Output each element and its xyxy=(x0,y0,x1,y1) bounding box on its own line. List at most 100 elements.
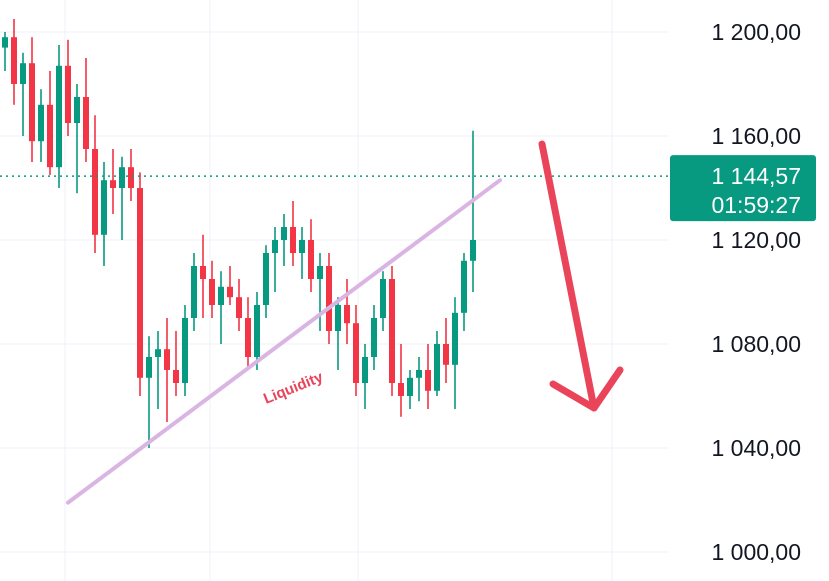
candle-body xyxy=(155,349,161,357)
candle-body xyxy=(29,63,35,142)
candle-body xyxy=(173,370,179,383)
current-price-badge-bg xyxy=(670,155,816,222)
candle xyxy=(191,253,197,331)
candle-body xyxy=(281,227,287,240)
candle-body xyxy=(20,63,26,84)
candle-body xyxy=(335,305,341,331)
candle xyxy=(326,253,332,344)
candle xyxy=(164,318,170,422)
candle xyxy=(101,162,107,266)
candle xyxy=(416,357,422,402)
candle xyxy=(443,318,449,383)
candle xyxy=(110,149,116,214)
candle xyxy=(398,344,404,417)
y-tick-label: 1 160,00 xyxy=(711,123,801,149)
candle-body xyxy=(182,318,188,383)
candle xyxy=(182,305,188,396)
candle-body xyxy=(254,305,260,357)
candle xyxy=(119,156,125,240)
candle xyxy=(263,245,269,318)
candle-body xyxy=(425,370,431,391)
candle xyxy=(128,149,134,201)
candle-body xyxy=(101,180,107,235)
candle-body xyxy=(2,37,8,48)
candle-body xyxy=(83,97,89,149)
candle xyxy=(92,115,98,253)
candle xyxy=(137,172,143,396)
candle xyxy=(389,266,395,396)
candle-body xyxy=(362,357,368,383)
candle xyxy=(209,260,215,318)
candle-body xyxy=(470,240,476,261)
candle-body xyxy=(200,266,206,279)
candle-body xyxy=(92,149,98,235)
candle xyxy=(20,52,26,136)
candle-body xyxy=(416,370,422,378)
liquidity-label: Liquidity xyxy=(261,368,326,407)
candle-body xyxy=(398,383,404,396)
candle xyxy=(434,331,440,396)
candle-body xyxy=(38,104,44,142)
candle xyxy=(56,45,62,188)
candle xyxy=(425,344,431,409)
candles xyxy=(2,19,476,448)
candle-body xyxy=(110,180,116,188)
candle xyxy=(470,130,476,292)
grid-lines xyxy=(0,0,668,581)
candle xyxy=(362,344,368,409)
candle-body xyxy=(74,97,80,123)
candle-body xyxy=(128,167,134,188)
y-tick-label: 1 000,00 xyxy=(711,539,801,565)
candle-body xyxy=(344,305,350,324)
y-tick-label: 1 120,00 xyxy=(711,227,801,253)
candle xyxy=(65,39,71,136)
candle xyxy=(218,271,224,344)
candle-body xyxy=(461,260,467,313)
candle-body xyxy=(452,312,458,365)
candle xyxy=(272,227,278,292)
liquidity-trendline xyxy=(66,178,502,505)
candle xyxy=(155,331,161,409)
candle xyxy=(74,84,80,194)
candle xyxy=(344,279,350,344)
candle-body xyxy=(11,37,17,84)
current-price-badge: 1 144,57 01:59:27 xyxy=(670,155,816,222)
candle xyxy=(335,297,341,370)
candle xyxy=(173,331,179,396)
candle xyxy=(281,214,287,266)
candle xyxy=(11,19,17,105)
candle-body xyxy=(326,266,332,331)
candle xyxy=(254,292,260,370)
candle-countdown: 01:59:27 xyxy=(711,192,801,218)
current-price-label: 1 144,57 xyxy=(711,163,801,189)
candle-body xyxy=(299,240,305,253)
candle xyxy=(407,370,413,409)
candle xyxy=(461,253,467,331)
candle xyxy=(452,297,458,409)
candle xyxy=(380,271,386,331)
candle-body xyxy=(137,188,143,378)
price-axis[interactable]: 1 000,00 1 040,00 1 080,00 1 120,00 1 160,00… xyxy=(711,19,801,565)
candle xyxy=(83,58,89,162)
candle-body xyxy=(209,279,215,305)
candle xyxy=(371,305,377,370)
candle-body xyxy=(317,266,323,279)
candle-body xyxy=(56,65,62,168)
candle-body xyxy=(407,377,413,396)
candle xyxy=(236,279,242,331)
candle xyxy=(317,253,323,331)
downward-projection-arrow xyxy=(538,140,624,412)
candle-body xyxy=(308,240,314,279)
candle xyxy=(353,305,359,396)
candle-body xyxy=(218,286,224,305)
candle xyxy=(47,71,53,175)
candle-body xyxy=(164,349,170,370)
y-tick-label: 1 040,00 xyxy=(711,435,801,461)
y-tick-label: 1 200,00 xyxy=(711,19,801,45)
y-tick-label: 1 080,00 xyxy=(711,331,801,357)
candle-body xyxy=(434,344,440,391)
candle xyxy=(200,234,206,318)
candle xyxy=(290,201,296,266)
candle-body xyxy=(380,279,386,318)
